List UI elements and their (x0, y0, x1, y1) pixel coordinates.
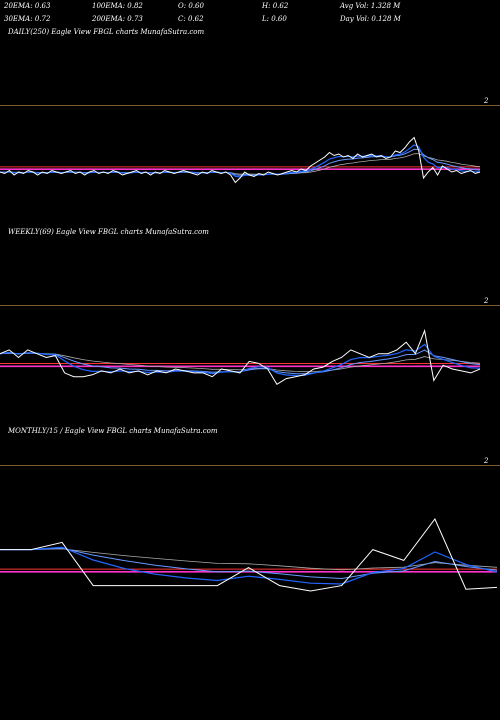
ema200-readout: 200EMA: 0.73 (92, 15, 143, 23)
monthly-scale-label: 2 (484, 457, 489, 465)
weekly-ema-slow-line (0, 349, 481, 375)
monthly-ema-gray-line (0, 548, 498, 571)
monthly-divider (0, 465, 500, 466)
weekly-divider (0, 305, 500, 306)
avg-vol-readout: Avg Vol: 1.328 M (340, 2, 401, 10)
weekly-price-line (0, 328, 481, 385)
ema100-readout: 100EMA: 0.82 (92, 2, 143, 10)
ema30-readout: 30EMA: 0.72 (4, 15, 51, 23)
high-readout: H: 0.62 (262, 2, 289, 10)
daily-ema-fast-line (0, 144, 481, 178)
ema20-readout: 20EMA: 0.63 (4, 2, 51, 10)
day-vol-readout: Day Vol: 0.128 M (340, 15, 401, 23)
weekly-panel-label: WEEKLY(69) Eagle View FBGL charts Munafa… (8, 228, 209, 236)
weekly-ema-gray-line (0, 352, 481, 373)
daily-scale-label: 2 (484, 97, 489, 105)
open-readout: O: 0.60 (178, 2, 204, 10)
monthly-price-line (0, 518, 498, 592)
monthly-ema-slow-line (0, 547, 498, 580)
daily-divider (0, 105, 500, 106)
close-readout: C: 0.62 (178, 15, 204, 23)
daily-panel-label: DAILY(250) Eagle View FBGL charts Munafa… (8, 28, 205, 36)
weekly-scale-label: 2 (484, 297, 489, 305)
monthly-panel-label: MONTHLY/15 / Eagle View FBGL charts Muna… (8, 427, 218, 435)
daily-price-line (0, 136, 481, 184)
monthly-ema-fast-line (0, 546, 498, 585)
low-readout: L: 0.60 (262, 15, 287, 23)
